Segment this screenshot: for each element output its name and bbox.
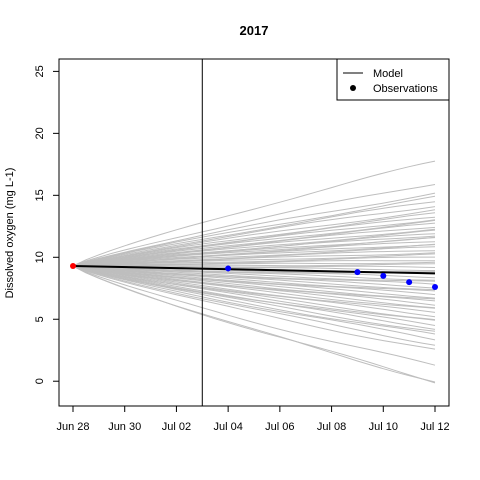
ensemble-line xyxy=(72,265,436,313)
y-axis: 0 5 10 15 20 25 xyxy=(34,65,60,384)
x-tick-label: Jul 04 xyxy=(213,421,242,433)
x-tick-label: Jul 12 xyxy=(420,421,449,433)
legend-observations-label: Observations xyxy=(373,83,438,95)
ensemble-line xyxy=(72,235,436,267)
observation-point xyxy=(354,269,361,276)
ensemble-line xyxy=(72,184,436,267)
ensemble-line xyxy=(73,265,436,268)
initial-observation-point xyxy=(70,262,76,269)
ensemble-line xyxy=(72,250,436,267)
ensemble-line xyxy=(72,265,436,279)
legend-observations-swatch xyxy=(350,85,356,91)
ensemble-line xyxy=(72,265,436,321)
legend-box xyxy=(336,58,450,101)
chart-title: 2017 xyxy=(240,23,269,38)
ensemble-line xyxy=(72,265,436,366)
ensemble-line xyxy=(72,241,436,267)
y-tick-label: 15 xyxy=(34,189,46,201)
ensemble-line xyxy=(72,160,436,267)
ensemble-line xyxy=(72,265,436,383)
x-tick-label: Jul 02 xyxy=(162,421,191,433)
ensemble-line xyxy=(72,265,436,289)
ensemble-lines xyxy=(72,160,436,384)
model-line xyxy=(72,265,436,275)
observation-point xyxy=(432,284,438,291)
y-axis-title: Dissolved oxygen (mg L-1) xyxy=(4,168,16,299)
ensemble-line xyxy=(72,212,436,267)
observation-point xyxy=(225,265,232,272)
observation-point xyxy=(380,272,387,279)
ensemble-line xyxy=(72,222,436,267)
ensemble-line xyxy=(72,265,436,318)
ensemble-line xyxy=(72,265,436,296)
ensemble-line xyxy=(72,246,436,267)
model-series xyxy=(72,265,436,275)
ensemble-line xyxy=(72,206,436,267)
ensemble-line xyxy=(72,192,436,267)
ensemble-line xyxy=(72,256,435,267)
x-tick-label: Jul 10 xyxy=(369,421,398,433)
x-tick-label: Jun 30 xyxy=(108,421,141,433)
x-tick-label: Jul 08 xyxy=(317,421,346,433)
ensemble-line xyxy=(72,265,436,350)
y-tick-label: 10 xyxy=(34,251,46,263)
ensemble-line xyxy=(72,201,436,267)
ensemble-line xyxy=(72,265,436,302)
ensemble-line xyxy=(72,265,436,330)
y-tick-label: 20 xyxy=(34,127,46,139)
y-tick-label: 0 xyxy=(34,378,46,384)
observations-series xyxy=(70,262,438,291)
ensemble-line xyxy=(72,237,436,267)
x-tick-label: Jun 28 xyxy=(56,421,89,433)
ensemble-line xyxy=(72,265,436,335)
legend: Model Observations xyxy=(336,58,450,101)
ensemble-line xyxy=(72,226,436,267)
ensemble-line xyxy=(72,260,436,267)
y-tick-label: 25 xyxy=(34,65,46,77)
y-tick-label: 5 xyxy=(34,316,46,322)
x-tick-label: Jul 06 xyxy=(265,421,294,433)
ensemble-line xyxy=(72,265,436,285)
ensemble-line xyxy=(72,195,436,267)
x-axis: Jun 28 Jun 30 Jul 02 Jul 04 Jul 06 Jul 08 Jul … xyxy=(56,405,450,433)
legend-model-label: Model xyxy=(373,68,403,80)
ensemble-line xyxy=(72,265,436,341)
ensemble-line xyxy=(72,265,436,309)
ensemble-line xyxy=(72,265,436,346)
observation-point xyxy=(406,279,413,286)
